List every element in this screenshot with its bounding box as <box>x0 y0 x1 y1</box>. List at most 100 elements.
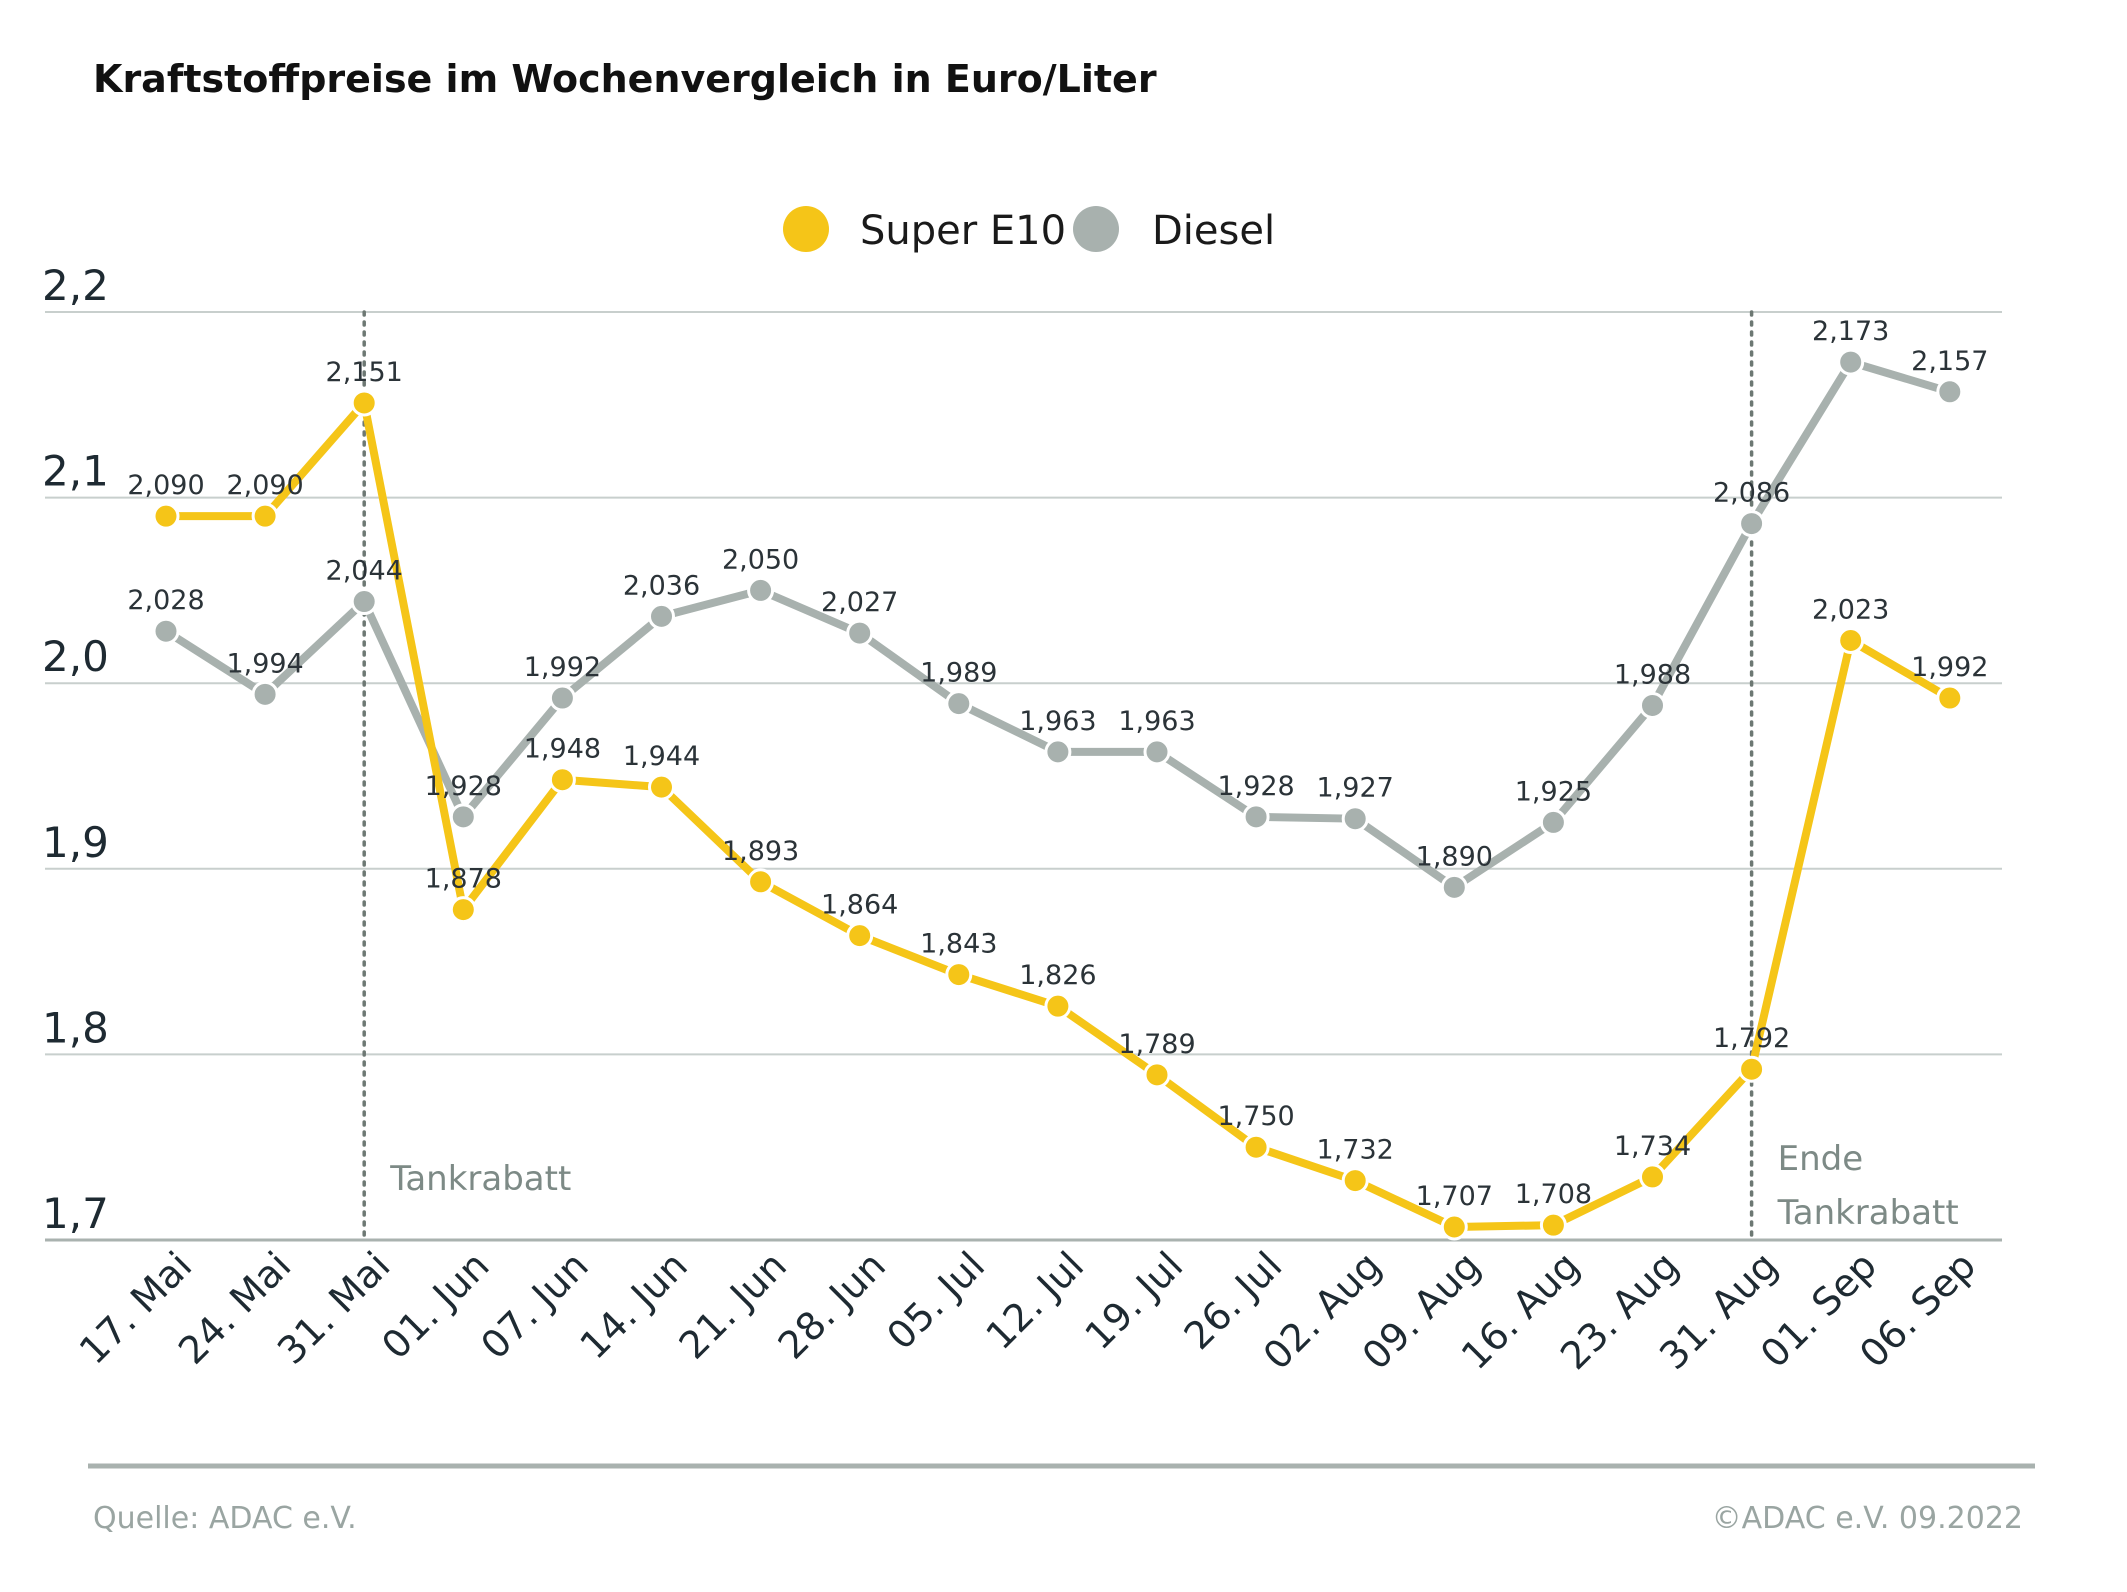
data-label: 1,963 <box>1019 706 1096 737</box>
x-tick-label: 19. Jul <box>1077 1243 1192 1358</box>
annotations: Tankrabatt Ende Tankrabatt <box>362 310 1959 1242</box>
data-point <box>747 868 775 896</box>
data-label: 1,750 <box>1217 1101 1294 1132</box>
data-point <box>1539 1211 1567 1239</box>
data-point <box>1936 378 1964 406</box>
data-label: 1,792 <box>1713 1023 1790 1054</box>
data-label: 1,948 <box>524 734 601 765</box>
data-label: 1,843 <box>920 929 997 960</box>
legend-marker-diesel <box>1073 206 1119 252</box>
data-label: 1,927 <box>1317 773 1394 804</box>
data-label: 2,151 <box>326 357 403 388</box>
data-label: 2,173 <box>1812 316 1889 347</box>
data-point <box>449 803 477 831</box>
annotation-text: Tankrabatt <box>389 1159 571 1199</box>
data-label: 1,826 <box>1019 960 1096 991</box>
copyright-note: ©ADAC e.V. 09.2022 <box>1712 1501 2023 1536</box>
legend-label-diesel: Diesel <box>1152 208 1275 254</box>
data-point <box>1242 1133 1270 1161</box>
gridlines <box>45 311 2002 1242</box>
data-point <box>1143 1061 1171 1089</box>
series-line <box>162 358 1954 892</box>
data-point <box>1837 627 1865 655</box>
data-point <box>945 961 973 989</box>
data-point <box>846 619 874 647</box>
series-line <box>162 398 1954 1232</box>
legend: Super E10 Diesel <box>783 206 1275 254</box>
data-point <box>251 680 279 708</box>
x-tick-label: 21. Jun <box>671 1243 795 1367</box>
data-label: 1,989 <box>920 658 997 689</box>
data-point <box>1837 348 1865 376</box>
data-point <box>1738 510 1766 538</box>
data-point <box>1044 738 1072 766</box>
data-label: 2,023 <box>1812 595 1889 626</box>
data-point <box>1341 805 1369 833</box>
data-point <box>1143 738 1171 766</box>
y-tick-label: 2,1 <box>42 447 109 496</box>
x-tick-label: 28. Jun <box>770 1243 894 1367</box>
data-label: 2,090 <box>127 470 204 501</box>
data-point <box>1440 1213 1468 1241</box>
data-label: 2,028 <box>127 585 204 616</box>
data-point <box>449 896 477 924</box>
data-label: 1,963 <box>1118 706 1195 737</box>
data-labels: 2,028 1,994 2,044 1,928 1,992 2,036 2,050 2,027… <box>127 316 1988 1212</box>
data-point <box>747 576 775 604</box>
x-tick-label: 14. Jun <box>571 1243 695 1367</box>
data-label: 1,992 <box>524 652 601 683</box>
data-label: 1,789 <box>1118 1029 1195 1060</box>
data-point <box>1242 803 1270 831</box>
x-tick-label: 31. Mai <box>269 1243 399 1373</box>
data-label: 1,928 <box>1217 771 1294 802</box>
data-point <box>1044 992 1072 1020</box>
y-tick-label: 1,7 <box>42 1189 109 1238</box>
data-label: 2,090 <box>226 470 303 501</box>
data-point <box>648 602 675 630</box>
legend-label-super-e10: Super E10 <box>860 208 1066 254</box>
data-point <box>1639 691 1666 719</box>
data-label: 1,893 <box>722 836 799 867</box>
data-point <box>1341 1167 1369 1195</box>
y-axis-ticks: 2,2 2,1 2,0 1,9 1,8 1,7 <box>42 261 109 1238</box>
data-label: 2,050 <box>722 544 799 575</box>
source-note: Quelle: ADAC e.V. <box>93 1501 357 1536</box>
x-tick-label: 07. Jun <box>472 1243 596 1367</box>
x-tick-label: 01. Jun <box>373 1243 497 1367</box>
data-label: 2,157 <box>1911 346 1988 377</box>
data-label: 1,925 <box>1515 776 1592 807</box>
data-point <box>152 502 180 530</box>
data-label: 1,708 <box>1515 1179 1592 1210</box>
annotation-text: Ende <box>1778 1139 1864 1179</box>
y-tick-label: 1,9 <box>42 818 109 867</box>
data-label: 1,928 <box>425 771 502 802</box>
data-point <box>548 766 576 794</box>
data-label: 2,044 <box>326 556 403 587</box>
data-label: 2,086 <box>1713 478 1790 509</box>
data-label: 1,988 <box>1614 659 1691 690</box>
x-tick-label: 12. Jul <box>977 1243 1092 1358</box>
data-point <box>1738 1055 1766 1083</box>
chart-title: Kraftstoffpreise im Wochenvergleich in E… <box>93 57 1157 101</box>
data-label: 1,864 <box>821 890 898 921</box>
data-label: 2,036 <box>623 570 700 601</box>
data-label: 2,027 <box>821 587 898 618</box>
data-point <box>1440 873 1468 901</box>
data-point <box>350 588 378 616</box>
data-label: 1,707 <box>1416 1181 1493 1212</box>
data-point <box>1936 684 1964 712</box>
data-label: 1,994 <box>226 648 303 679</box>
data-point <box>1539 808 1567 836</box>
y-tick-label: 2,0 <box>42 632 109 681</box>
series-points <box>152 348 1964 1241</box>
data-label: 1,732 <box>1317 1135 1394 1166</box>
data-label: 1,734 <box>1614 1131 1691 1162</box>
annotation-text: Tankrabatt <box>1777 1193 1959 1233</box>
data-point <box>548 684 576 712</box>
y-tick-label: 1,8 <box>42 1003 109 1052</box>
data-label: 1,890 <box>1416 841 1493 872</box>
legend-marker-super-e10 <box>783 206 829 252</box>
data-point <box>251 502 279 530</box>
